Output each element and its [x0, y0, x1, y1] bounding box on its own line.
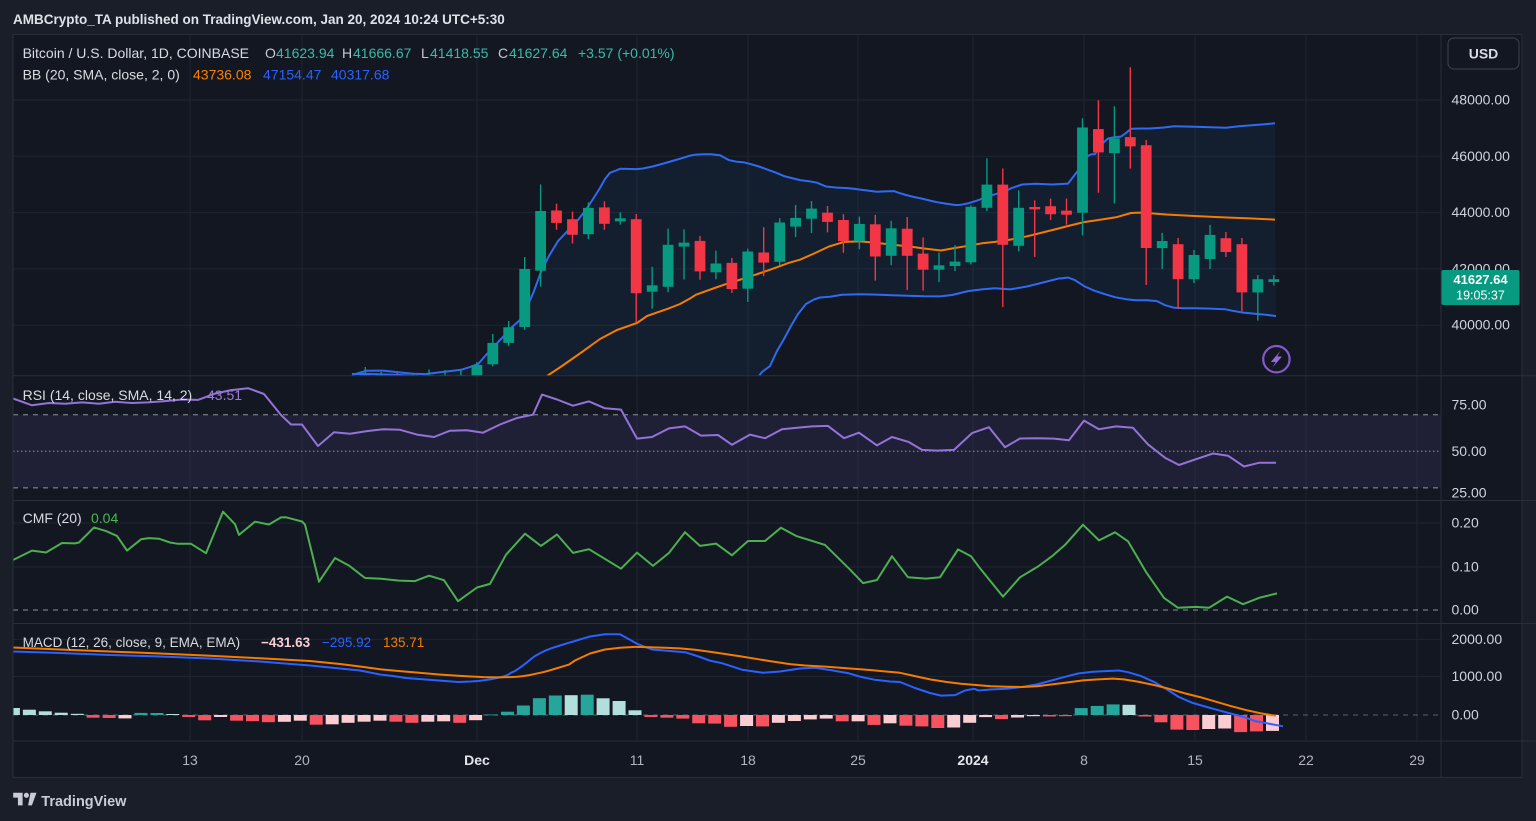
- svg-text:0.10: 0.10: [1452, 559, 1479, 575]
- svg-text:40000.00: 40000.00: [1452, 317, 1511, 333]
- svg-text:46000.00: 46000.00: [1452, 148, 1511, 164]
- svg-text:15: 15: [1187, 752, 1203, 768]
- svg-text:11: 11: [630, 752, 645, 768]
- svg-text:−431.63: −431.63: [261, 635, 311, 650]
- svg-text:BB (20, SMA, close, 2, 0): BB (20, SMA, close, 2, 0): [23, 67, 180, 83]
- svg-text:USD: USD: [1469, 46, 1499, 62]
- svg-text:135.71: 135.71: [383, 635, 424, 650]
- svg-text:8: 8: [1080, 752, 1088, 768]
- svg-text:0.04: 0.04: [91, 510, 118, 526]
- svg-text:1000.00: 1000.00: [1452, 668, 1503, 684]
- svg-text:41627.64: 41627.64: [1453, 272, 1508, 287]
- svg-text:MACD (12, 26, close, 9, EMA, E: MACD (12, 26, close, 9, EMA, EMA): [23, 635, 241, 650]
- svg-text:20: 20: [294, 752, 310, 768]
- svg-text:47154.47: 47154.47: [263, 67, 322, 83]
- svg-text:0.20: 0.20: [1452, 515, 1479, 531]
- svg-text:25: 25: [850, 752, 866, 768]
- svg-text:+3.57 (+0.01%): +3.57 (+0.01%): [578, 45, 675, 61]
- svg-text:−295.92: −295.92: [322, 635, 371, 650]
- svg-text:AMBCrypto_TA published on Trad: AMBCrypto_TA published on TradingView.co…: [13, 12, 505, 27]
- svg-text:13: 13: [182, 752, 198, 768]
- svg-text:44000.00: 44000.00: [1452, 204, 1511, 220]
- svg-text:H: H: [342, 45, 352, 61]
- svg-text:0.00: 0.00: [1452, 707, 1479, 723]
- svg-text:Bitcoin / U.S. Dollar, 1D, COI: Bitcoin / U.S. Dollar, 1D, COINBASE: [23, 45, 249, 61]
- svg-text:2024: 2024: [957, 752, 988, 768]
- svg-text:41666.67: 41666.67: [353, 45, 412, 61]
- svg-text:TradingView: TradingView: [41, 794, 127, 810]
- svg-text:RSI (14, close, SMA, 14, 2): RSI (14, close, SMA, 14, 2): [23, 387, 193, 403]
- svg-text:41623.94: 41623.94: [276, 45, 335, 61]
- svg-text:40317.68: 40317.68: [331, 67, 390, 83]
- svg-text:29: 29: [1409, 752, 1425, 768]
- svg-text:43736.08: 43736.08: [193, 67, 252, 83]
- svg-text:Dec: Dec: [464, 752, 490, 768]
- svg-text:L: L: [421, 45, 429, 61]
- svg-text:19:05:37: 19:05:37: [1456, 289, 1505, 303]
- svg-text:22: 22: [1298, 752, 1314, 768]
- svg-text:43.51: 43.51: [207, 387, 242, 403]
- svg-text:48000.00: 48000.00: [1452, 92, 1511, 108]
- svg-text:18: 18: [740, 752, 756, 768]
- svg-text:2000.00: 2000.00: [1452, 631, 1503, 647]
- svg-text:0.00: 0.00: [1452, 602, 1479, 618]
- svg-text:41627.64: 41627.64: [509, 45, 568, 61]
- svg-text:CMF (20): CMF (20): [23, 510, 82, 526]
- svg-text:50.00: 50.00: [1452, 443, 1487, 459]
- svg-text:C: C: [498, 45, 508, 61]
- svg-text:75.00: 75.00: [1452, 397, 1487, 413]
- svg-text:O: O: [265, 45, 276, 61]
- svg-text:41418.55: 41418.55: [430, 45, 489, 61]
- svg-text:25.00: 25.00: [1452, 484, 1487, 500]
